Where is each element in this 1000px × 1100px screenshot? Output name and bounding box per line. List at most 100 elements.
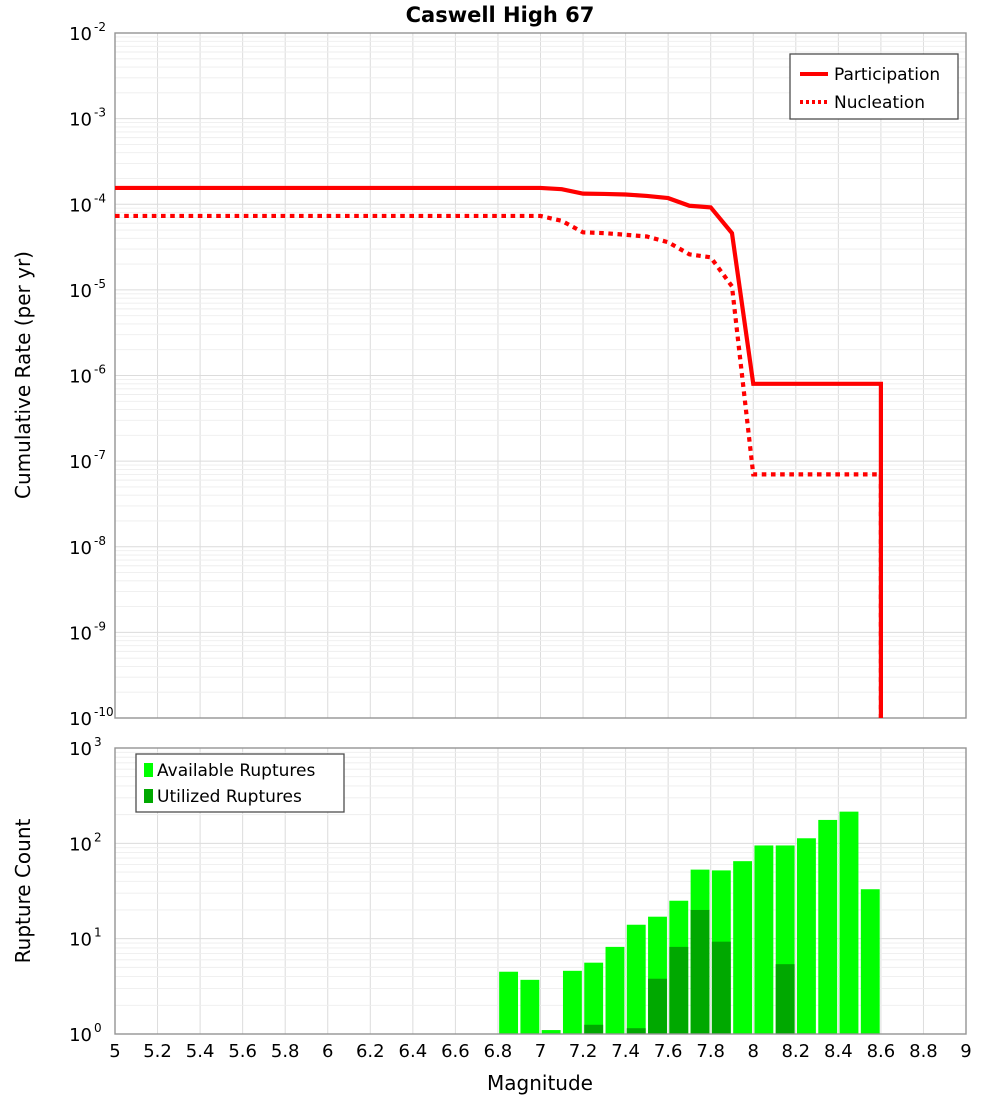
bar-available-ruptures (606, 947, 625, 1034)
x-tick-label: 8.2 (781, 1041, 810, 1062)
y-tick-label: 10-6 (69, 363, 106, 388)
mfd-figure-svg: Caswell High 67 10-210-310-410-510-610-7… (0, 0, 1000, 1100)
y-tick-label: 10-3 (69, 106, 106, 131)
svg-text:1: 1 (94, 926, 102, 940)
bottom-plot-y-ticks: 103102101100 (69, 735, 102, 1046)
svg-text:10: 10 (69, 24, 92, 45)
bottom-plot-y-axis-label: Rupture Count (11, 818, 35, 963)
x-tick-label: 6.4 (399, 1041, 428, 1062)
x-tick-label: 5 (109, 1041, 120, 1062)
svg-text:3: 3 (94, 735, 102, 749)
bottom-plot-x-ticks: 5 5.2 5.4 5.6 5.8 6 6.2 6.4 6.6 6.8 7 7.2 7.4 7.6 7.8 8… (109, 1041, 971, 1062)
svg-text:-3: -3 (94, 106, 106, 120)
bottom-plot-legend[interactable]: Available Ruptures Utilized Ruptures (136, 754, 344, 812)
x-tick-label: 6.8 (484, 1041, 513, 1062)
x-tick-label: 7.6 (654, 1041, 683, 1062)
svg-text:10: 10 (69, 452, 92, 473)
x-tick-label: 8.6 (867, 1041, 896, 1062)
svg-text:10: 10 (69, 195, 92, 216)
top-plot-y-ticks: 10-210-310-410-510-610-710-810-910-10 (69, 20, 114, 730)
bar-utilized-ruptures (648, 979, 667, 1034)
bar-available-ruptures (861, 889, 880, 1034)
svg-text:2: 2 (94, 830, 102, 844)
x-tick-label: 9 (960, 1041, 971, 1062)
bar-available-ruptures (733, 861, 752, 1034)
y-tick-label: 103 (69, 735, 102, 760)
x-axis-label: Magnitude (487, 1071, 593, 1095)
svg-text:10: 10 (69, 834, 92, 855)
svg-text:10: 10 (69, 281, 92, 302)
x-tick-label: 7.2 (569, 1041, 598, 1062)
bar-utilized-ruptures (669, 947, 688, 1034)
x-tick-label: 7 (535, 1041, 546, 1062)
y-tick-label: 10-10 (69, 705, 114, 730)
x-tick-label: 8 (748, 1041, 759, 1062)
svg-text:10: 10 (69, 930, 92, 951)
bar-available-ruptures (627, 925, 646, 1034)
x-tick-label: 5.6 (228, 1041, 257, 1062)
svg-text:-10: -10 (94, 705, 114, 719)
y-tick-label: 100 (69, 1021, 102, 1046)
svg-text:-4: -4 (94, 191, 106, 205)
bar-utilized-ruptures (584, 1025, 603, 1034)
bar-utilized-ruptures (627, 1028, 646, 1034)
available-ruptures-swatch (144, 763, 153, 777)
x-tick-label: 6.2 (356, 1041, 385, 1062)
legend-entry-utilized-ruptures[interactable]: Utilized Ruptures (144, 787, 302, 807)
svg-text:10: 10 (69, 367, 92, 388)
y-tick-label: 10-9 (69, 619, 106, 644)
x-tick-label: 8.8 (909, 1041, 938, 1062)
figure-container: Caswell High 67 10-210-310-410-510-610-7… (0, 0, 1000, 1100)
figure-title: Caswell High 67 (406, 3, 595, 27)
top-plot-legend[interactable]: Participation Nucleation (790, 54, 958, 119)
bar-available-ruptures (840, 812, 859, 1034)
nucleation-legend-label: Nucleation (834, 93, 925, 113)
y-tick-label: 10-7 (69, 448, 106, 473)
y-tick-label: 10-4 (69, 191, 106, 216)
bottom-panel: 103102101100 55.25.45.65.866.26.46.66.87… (11, 735, 972, 1095)
bar-available-ruptures (754, 845, 773, 1034)
svg-text:10: 10 (69, 709, 92, 730)
utilized-ruptures-swatch (144, 789, 153, 803)
svg-text:-9: -9 (94, 619, 106, 633)
bar-available-ruptures (520, 980, 539, 1034)
top-plot-y-axis-label: Cumulative Rate (per yr) (11, 251, 35, 499)
y-tick-label: 10-2 (69, 20, 106, 45)
x-tick-label: 5.2 (143, 1041, 172, 1062)
bar-available-ruptures (563, 971, 582, 1034)
svg-text:-2: -2 (94, 20, 106, 34)
top-panel: 10-210-310-410-510-610-710-810-910-10 Cu… (11, 20, 966, 730)
available-ruptures-legend-label: Available Ruptures (157, 761, 315, 781)
svg-text:-8: -8 (94, 534, 106, 548)
svg-text:-6: -6 (94, 363, 106, 377)
y-tick-label: 102 (69, 830, 102, 855)
svg-text:-5: -5 (94, 277, 106, 291)
bar-utilized-ruptures (776, 964, 795, 1034)
x-tick-label: 5.8 (271, 1041, 300, 1062)
bar-available-ruptures (818, 820, 837, 1034)
svg-text:10: 10 (69, 623, 92, 644)
y-tick-label: 101 (69, 926, 102, 951)
bar-utilized-ruptures (712, 942, 731, 1034)
svg-text:0: 0 (94, 1021, 102, 1035)
bar-available-ruptures (797, 838, 816, 1034)
svg-text:10: 10 (69, 739, 92, 760)
x-tick-label: 7.4 (611, 1041, 640, 1062)
x-tick-label: 6 (322, 1041, 333, 1062)
utilized-ruptures-legend-label: Utilized Ruptures (157, 787, 302, 807)
svg-text:10: 10 (69, 538, 92, 559)
x-tick-label: 7.8 (696, 1041, 725, 1062)
participation-legend-label: Participation (834, 65, 940, 85)
legend-entry-available-ruptures[interactable]: Available Ruptures (144, 761, 315, 781)
bar-available-ruptures (499, 972, 518, 1034)
bar-available-ruptures (584, 963, 603, 1034)
x-tick-label: 5.4 (186, 1041, 215, 1062)
x-tick-label: 6.6 (441, 1041, 470, 1062)
top-plot-gridlines (115, 33, 966, 718)
svg-text:10: 10 (69, 1025, 92, 1046)
svg-text:-7: -7 (94, 448, 106, 462)
x-tick-label: 8.4 (824, 1041, 853, 1062)
bar-utilized-ruptures (691, 910, 710, 1034)
y-tick-label: 10-5 (69, 277, 106, 302)
y-tick-label: 10-8 (69, 534, 106, 559)
